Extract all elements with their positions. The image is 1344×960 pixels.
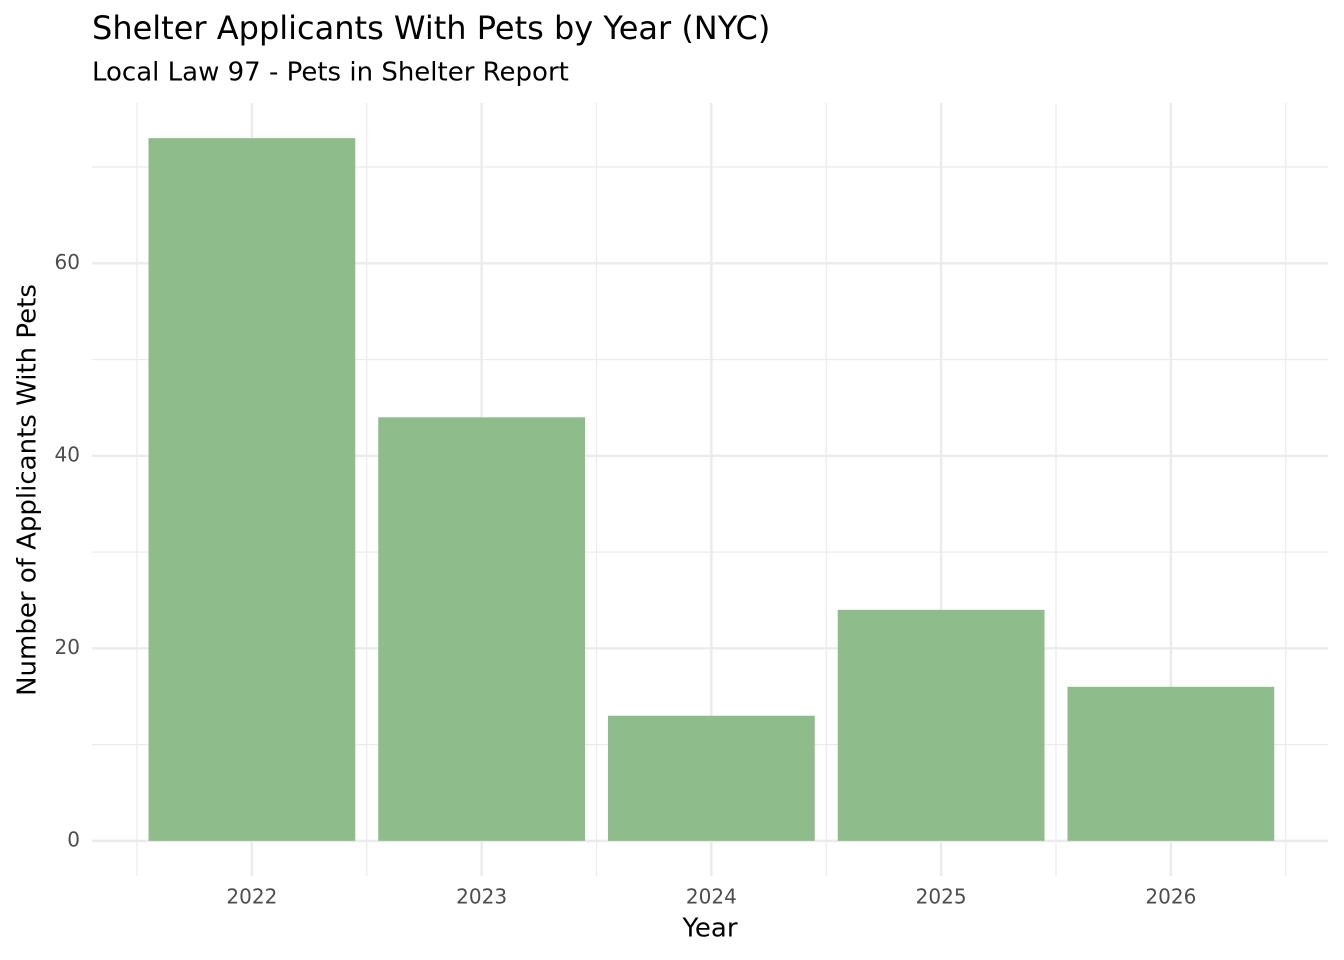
bar (148, 138, 356, 841)
bar (378, 417, 586, 841)
x-tick-label: 2024 (686, 885, 737, 909)
x-tick-label: 2025 (916, 885, 967, 909)
x-tick-label: 2023 (456, 885, 507, 909)
y-axis-title: Number of Applicants With Pets (13, 284, 43, 696)
x-tick-label: 2022 (226, 885, 277, 909)
y-tick-label: 0 (67, 827, 80, 851)
bar (1067, 686, 1275, 841)
bar (607, 715, 815, 841)
x-axis-title: Year (681, 914, 737, 944)
chart-title: Shelter Applicants With Pets by Year (NY… (92, 9, 770, 47)
chart-subtitle: Local Law 97 - Pets in Shelter Report (92, 58, 569, 88)
y-tick-label: 60 (55, 250, 80, 274)
bar (837, 609, 1045, 841)
y-tick-label: 40 (55, 442, 80, 466)
x-tick-label: 2026 (1145, 885, 1196, 909)
y-tick-label: 20 (55, 635, 80, 659)
